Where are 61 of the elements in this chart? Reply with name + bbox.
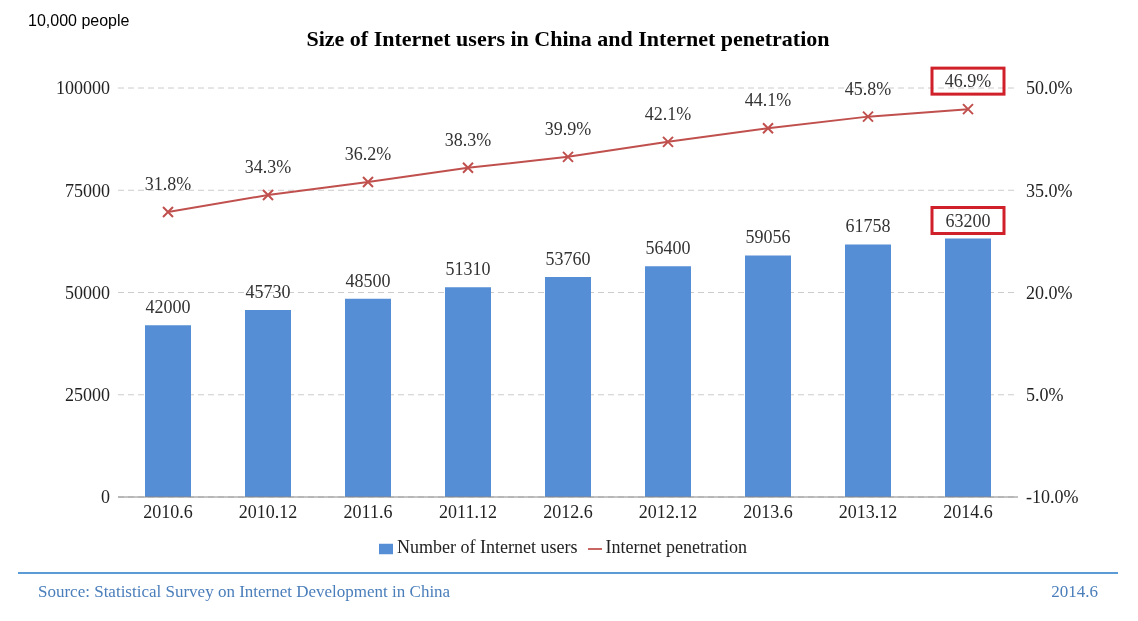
point	[462, 161, 474, 174]
data-label: 36.2%	[344, 144, 392, 165]
point	[362, 176, 374, 189]
data-label: 42.1%	[644, 103, 692, 124]
x-tick-label: 2014.6	[943, 501, 993, 522]
point	[262, 189, 274, 202]
point	[962, 103, 974, 116]
data-label: 61758	[845, 216, 891, 237]
bar	[745, 255, 791, 497]
source-note: Source: Statistical Survey on Internet Development in China	[38, 582, 451, 602]
data-label: 38.3%	[444, 129, 492, 150]
data-label: 45730	[245, 281, 291, 302]
bar	[245, 309, 291, 497]
legend-label: Internet penetration	[605, 537, 747, 557]
bar	[345, 298, 391, 497]
data-label: 46.9%	[944, 71, 992, 92]
data-label: 51310	[445, 259, 491, 280]
x-tick-label: 2012.12	[638, 501, 698, 522]
bar	[445, 287, 491, 497]
x-tick-label: 2010.6	[143, 501, 193, 522]
bar	[145, 325, 191, 497]
x-tick-label: 2010.12	[238, 501, 298, 522]
bar	[545, 277, 591, 497]
y-axis-title: 10,000 people	[28, 12, 130, 30]
text: 2014.6	[1051, 582, 1098, 602]
data-label: 39.9%	[544, 118, 592, 139]
x-tick-label: 2011.12	[439, 501, 497, 522]
data-label: 45.8%	[844, 78, 892, 99]
x-tick-label: 2012.6	[543, 501, 593, 522]
y2-tick-label: 20.0%	[1026, 282, 1073, 303]
data-label: 48500	[345, 270, 391, 291]
y2-tick-label: 5.0%	[1026, 385, 1064, 406]
bar	[645, 266, 691, 497]
data-label: 31.8%	[144, 174, 192, 195]
bar	[945, 238, 991, 497]
legend-label: Number of Internet users	[397, 537, 578, 557]
data-label: 34.3%	[244, 157, 292, 178]
y-tick-label: 50000	[65, 282, 110, 303]
y2-tick-label: 50.0%	[1026, 78, 1073, 99]
point	[562, 150, 574, 163]
data-label: 44.1%	[744, 90, 792, 111]
chart-title: Size of Internet users in China and Internet penetration	[306, 26, 830, 51]
y-tick-label: 0	[101, 487, 110, 508]
x-tick-label: 2013.6	[743, 501, 793, 522]
point	[862, 110, 874, 123]
y-tick-label: 100000	[56, 78, 110, 99]
point	[762, 122, 774, 135]
point	[162, 206, 174, 219]
data-label: 59056	[745, 227, 791, 248]
y-tick-label: 75000	[65, 180, 110, 201]
data-label: 42000	[145, 297, 191, 318]
y2-tick-label: 35.0%	[1026, 180, 1073, 201]
data-label: 63200	[945, 210, 991, 231]
data-label: 56400	[645, 238, 691, 259]
point	[662, 135, 674, 148]
y2-tick-label: -10.0%	[1026, 487, 1079, 508]
data-label: 53760	[545, 249, 591, 270]
bar	[845, 244, 891, 497]
x-tick-label: 2013.12	[838, 501, 898, 522]
x-tick-label: 2011.6	[343, 501, 393, 522]
y-tick-label: 25000	[65, 385, 110, 406]
